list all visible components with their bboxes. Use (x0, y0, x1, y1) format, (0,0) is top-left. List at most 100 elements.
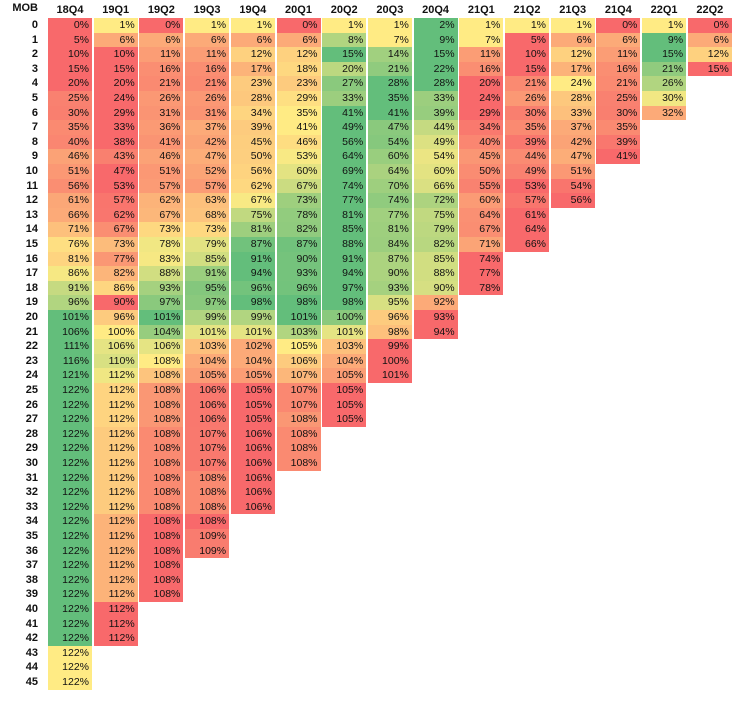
heatmap-cell: 112% (93, 529, 138, 544)
heatmap-cell: 64% (367, 164, 412, 179)
heatmap-cell: 1% (642, 18, 687, 33)
heatmap-cell: 105% (322, 383, 367, 398)
heatmap-cell: 21% (367, 61, 412, 77)
heatmap-cell: 104% (139, 324, 184, 340)
mob-label: 38 (25, 573, 38, 586)
heatmap-cell: 31% (185, 105, 230, 121)
column-header-22q2: 22Q2 (696, 4, 724, 16)
heatmap-cell: 60% (367, 149, 412, 164)
heatmap-cell: 22% (413, 61, 458, 77)
heatmap-cell: 11% (139, 47, 184, 62)
heatmap-cell: 73% (139, 222, 184, 237)
mob-label: 28 (25, 427, 38, 440)
heatmap-cell: 92% (413, 295, 458, 310)
heatmap-cell: 6% (276, 32, 321, 48)
heatmap-cell: 105% (230, 397, 275, 413)
heatmap-cell: 122% (48, 441, 92, 456)
heatmap-cell: 122% (48, 529, 92, 544)
heatmap-cell: 17% (230, 61, 275, 77)
heatmap-cell: 67% (459, 222, 504, 237)
heatmap-cell: 55% (459, 178, 504, 194)
heatmap-cell: 105% (322, 368, 367, 383)
mob-label: 36 (25, 544, 38, 557)
heatmap-cell: 91% (230, 251, 275, 267)
heatmap-cell: 28% (413, 76, 458, 91)
heatmap-cell: 106% (185, 412, 230, 427)
heatmap-cell: 34% (230, 105, 275, 121)
heatmap-cell: 62% (93, 207, 138, 223)
heatmap-cell: 105% (230, 412, 275, 427)
heatmap-cell: 106% (139, 339, 184, 354)
heatmap-cell: 112% (93, 631, 138, 646)
heatmap-cell: 108% (185, 514, 230, 529)
heatmap-cell: 28% (230, 91, 275, 106)
heatmap-cell: 108% (139, 456, 184, 471)
heatmap-cell: 112% (93, 485, 138, 500)
heatmap-cell: 108% (139, 529, 184, 544)
mob-label: 11 (26, 179, 38, 192)
heatmap-cell: 12% (550, 47, 595, 62)
heatmap-cell: 108% (139, 383, 184, 398)
heatmap-cell: 108% (139, 485, 184, 500)
heatmap-cell: 16% (139, 61, 184, 77)
heatmap-cell: 87% (276, 237, 321, 252)
mob-label: 24 (25, 369, 38, 382)
column-header-21q3: 21Q3 (559, 4, 587, 16)
heatmap-cell: 122% (48, 514, 92, 529)
heatmap-cell: 100% (93, 324, 138, 340)
heatmap-cell: 105% (230, 368, 275, 383)
heatmap-cell: 108% (139, 499, 184, 515)
heatmap-cell: 104% (185, 353, 230, 369)
heatmap-cell: 104% (230, 353, 275, 369)
heatmap-cell: 107% (185, 456, 230, 471)
heatmap-cell: 34% (459, 120, 504, 135)
heatmap-cell: 16% (596, 61, 641, 77)
heatmap-cell: 106% (230, 499, 275, 515)
heatmap-cell: 106% (185, 383, 230, 398)
heatmap-cell: 21% (642, 61, 687, 77)
heatmap-cell: 103% (322, 339, 367, 354)
heatmap-cell: 8% (322, 32, 367, 48)
heatmap-cell: 122% (48, 470, 92, 486)
heatmap-cell: 0% (687, 18, 732, 33)
heatmap-cell: 12% (276, 47, 321, 62)
heatmap-cell: 94% (413, 324, 458, 340)
mob-label: 37 (25, 559, 38, 572)
heatmap-cell: 20% (93, 76, 138, 91)
heatmap-cell: 30% (596, 105, 641, 121)
heatmap-cell: 88% (413, 266, 458, 281)
heatmap-cell: 0% (276, 18, 321, 33)
heatmap-cell: 108% (139, 353, 184, 369)
heatmap-cell: 94% (322, 266, 367, 281)
mob-label: 12 (25, 194, 38, 207)
mob-label: 9 (31, 150, 38, 163)
heatmap-cell: 98% (322, 295, 367, 310)
heatmap-cell: 46% (139, 149, 184, 164)
heatmap-cell: 30% (48, 105, 92, 121)
heatmap-cell: 33% (550, 105, 595, 121)
mob-label: 22 (25, 340, 38, 353)
heatmap-cell: 47% (367, 120, 412, 135)
heatmap-cell: 49% (413, 134, 458, 150)
heatmap-cell: 112% (93, 572, 138, 588)
heatmap-cell: 60% (459, 193, 504, 208)
heatmap-cell: 37% (550, 120, 595, 135)
heatmap-cell: 41% (322, 105, 367, 121)
heatmap-cell: 77% (322, 193, 367, 208)
heatmap-cell: 66% (48, 207, 92, 223)
heatmap-cell: 108% (276, 426, 321, 442)
heatmap-cell: 101% (185, 324, 230, 340)
heatmap-cell: 100% (322, 310, 367, 325)
heatmap-cell: 10% (93, 47, 138, 62)
heatmap-cell: 106% (230, 456, 275, 471)
heatmap-cell: 122% (48, 558, 92, 573)
heatmap-cell: 67% (230, 193, 275, 208)
heatmap-cell: 108% (276, 441, 321, 456)
heatmap-cell: 101% (48, 310, 92, 325)
heatmap-cell: 64% (505, 222, 549, 237)
heatmap-cell: 15% (93, 61, 138, 77)
heatmap-cell: 101% (367, 368, 412, 383)
heatmap-cell: 110% (93, 353, 138, 369)
heatmap-cell: 74% (459, 251, 504, 267)
heatmap-cell: 98% (367, 324, 412, 340)
